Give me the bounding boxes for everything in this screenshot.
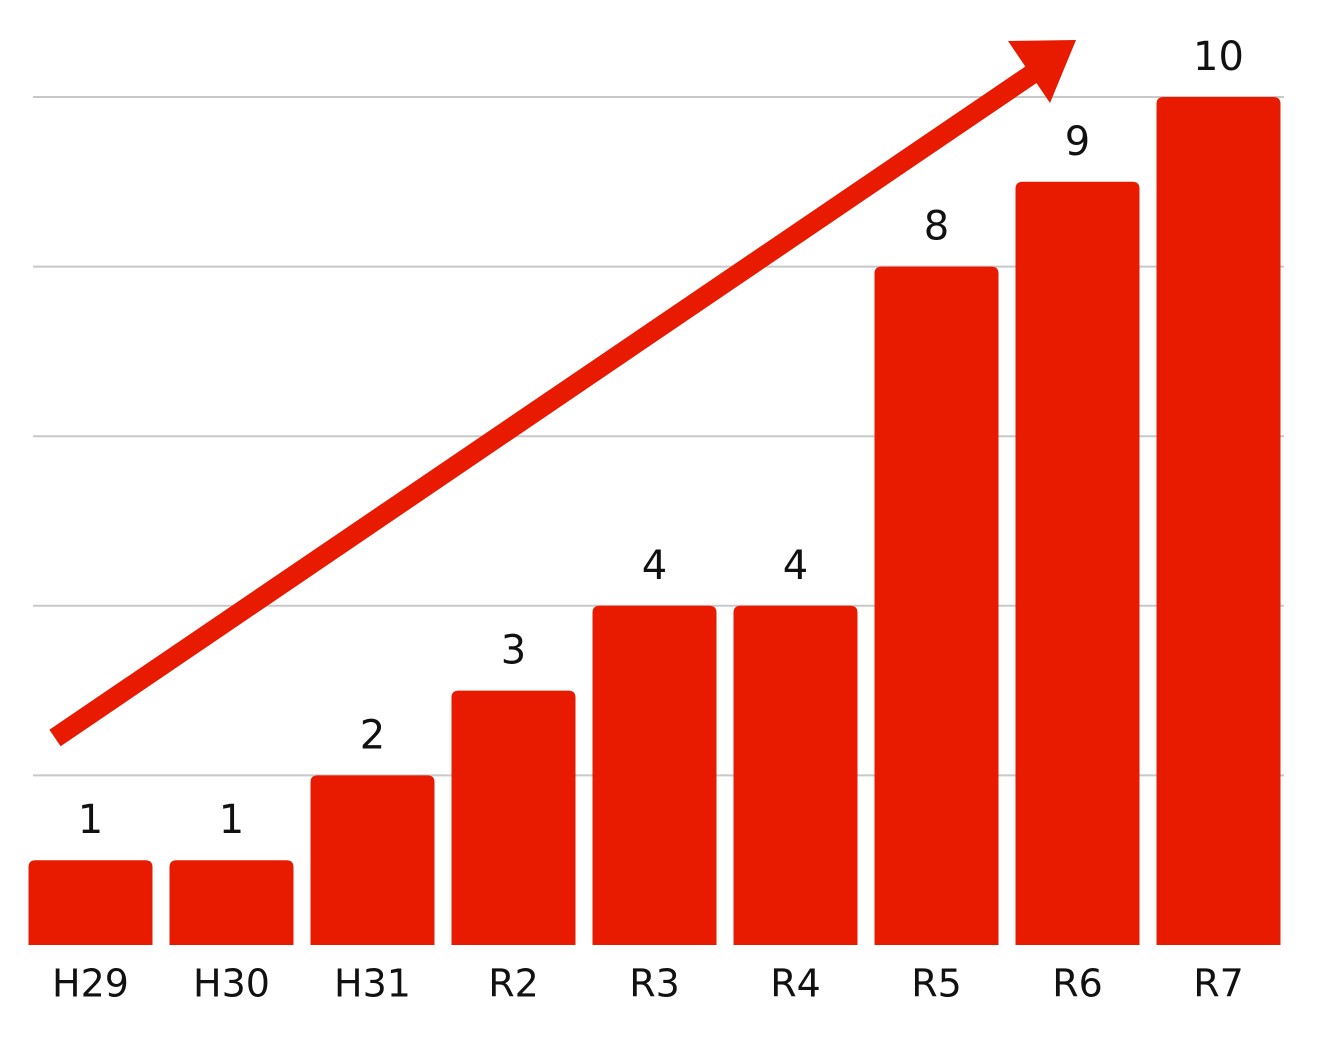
trend-arrow xyxy=(49,40,1076,747)
value-label: 8 xyxy=(924,204,949,250)
bar xyxy=(28,860,153,945)
x-tick-label: R6 xyxy=(1052,962,1103,1006)
bar xyxy=(874,266,999,946)
value-label: 2 xyxy=(360,712,385,758)
bar xyxy=(169,860,294,945)
bar xyxy=(1156,97,1281,945)
arrow-head xyxy=(1008,40,1076,103)
value-label: 10 xyxy=(1193,34,1244,80)
x-tick-label: R7 xyxy=(1193,962,1244,1006)
bar xyxy=(1015,181,1140,946)
value-label: 4 xyxy=(783,543,808,589)
x-tick-label: H30 xyxy=(193,962,270,1006)
value-label: 1 xyxy=(78,797,103,843)
value-label: 4 xyxy=(642,543,667,589)
x-tick-label: R4 xyxy=(770,962,821,1006)
x-tick-label: R5 xyxy=(911,962,962,1006)
arrow-shaft xyxy=(49,63,1041,747)
value-label: 3 xyxy=(501,628,526,674)
value-label: 1 xyxy=(219,797,244,843)
x-tick-label: H29 xyxy=(52,962,129,1006)
x-tick-label: R3 xyxy=(629,962,680,1006)
value-label: 9 xyxy=(1065,119,1090,165)
x-tick-label: H31 xyxy=(334,962,411,1006)
bar xyxy=(592,605,717,945)
bars: H29 1 H30 1 H31 2 R2 3 R3 4 R4 4 R5 8 R6 9 R7 10 xyxy=(28,34,1281,1006)
bar xyxy=(733,605,858,945)
bar xyxy=(451,690,576,945)
x-tick-label: R2 xyxy=(488,962,539,1006)
bar xyxy=(310,775,435,945)
